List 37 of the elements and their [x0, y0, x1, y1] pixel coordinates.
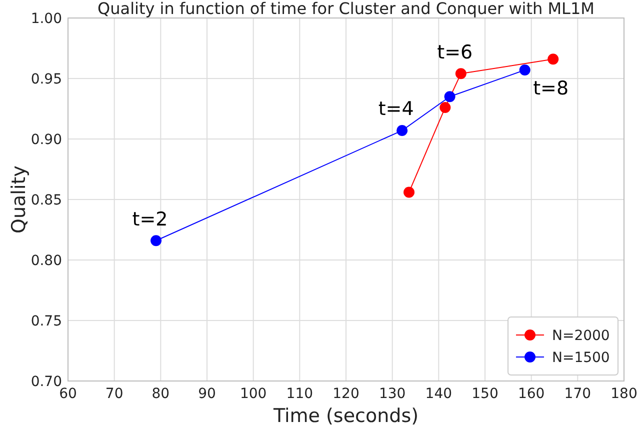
x-axis-title: Time (seconds): [272, 405, 419, 427]
annotation: t=4: [378, 98, 414, 120]
x-tick-label: 70: [105, 386, 124, 402]
y-axis-title: Quality: [8, 166, 30, 234]
x-tick-label: 90: [198, 386, 216, 402]
y-tick-label: 1.00: [30, 10, 62, 27]
x-tick-label: 100: [240, 386, 267, 402]
chart-title: Quality in function of time for Cluster and Conquer with ML1M: [98, 0, 594, 18]
y-tick-label: 0.90: [30, 132, 62, 148]
point: [548, 54, 559, 65]
annotation: t=6: [437, 41, 473, 64]
x-tick-label: 80: [152, 386, 170, 402]
legend-label: N=1500: [552, 350, 610, 366]
x-tick-label: 130: [378, 386, 406, 402]
annotation: t=2: [132, 208, 168, 230]
y-tick-label: 0.70: [30, 374, 62, 390]
point: [396, 125, 408, 136]
y-tick-label: 0.75: [30, 313, 62, 330]
x-tick-label: 180: [610, 386, 637, 402]
x-tick-label: 120: [332, 386, 360, 402]
point: [440, 102, 451, 114]
x-tick-label: 140: [425, 386, 452, 402]
legend-label: N=2000: [552, 328, 610, 344]
x-tick-label: 160: [518, 386, 545, 402]
x-tick-label: 60: [59, 386, 77, 402]
point: [404, 186, 415, 198]
y-tick-label: 0.85: [30, 192, 62, 208]
y-tick-label: 0.80: [30, 252, 62, 269]
x-tick-label: 110: [286, 386, 314, 402]
x-tick-label: 170: [564, 386, 592, 402]
y-tick-label: 0.95: [30, 71, 62, 88]
annotation: t=8: [533, 78, 569, 100]
x-tick-label: 150: [472, 386, 498, 402]
point: [455, 68, 466, 80]
point: [444, 91, 456, 102]
point: [519, 64, 530, 76]
point: [150, 235, 162, 246]
